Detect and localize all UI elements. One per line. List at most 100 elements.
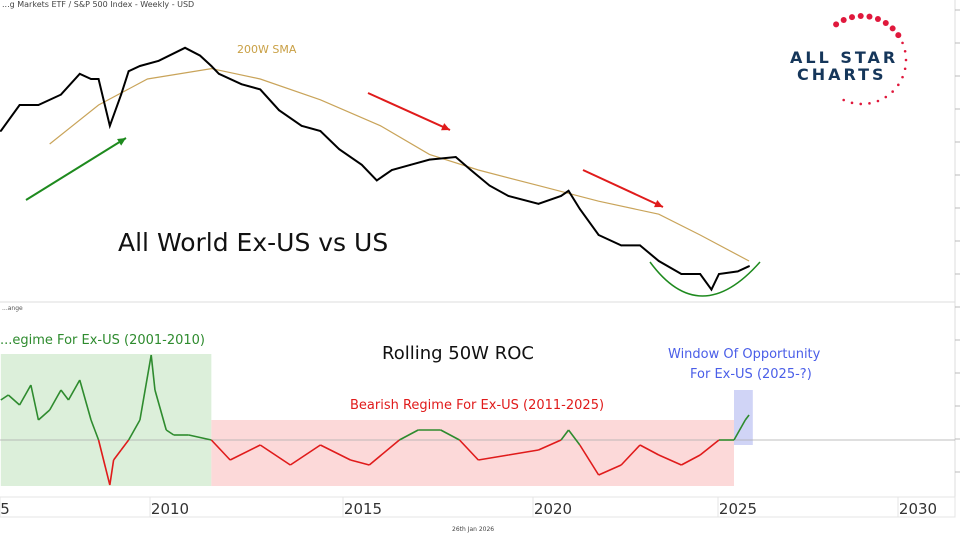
- roc-segment: [109, 459, 115, 486]
- roc-segment: [48, 389, 62, 411]
- price-point: [300, 124, 303, 127]
- roc-segment: [229, 444, 261, 461]
- price-point: [736, 270, 739, 273]
- window-label-line1: Window Of Opportunity: [668, 347, 821, 362]
- logo-star-icon: [876, 99, 880, 103]
- price-point: [360, 163, 363, 166]
- logo-star-icon: [903, 49, 907, 53]
- logo-star-icon: [857, 13, 864, 20]
- panel-label: ...ange: [2, 305, 23, 312]
- roc-segment: [7, 394, 21, 406]
- price-point: [199, 54, 201, 57]
- roc-segment: [90, 419, 100, 441]
- roc-segment: [60, 389, 70, 401]
- roc-segment: [478, 454, 509, 461]
- downtrend-arrow-2: [582, 169, 664, 208]
- price-point: [597, 234, 600, 236]
- price-point: [120, 93, 123, 96]
- roc-segment: [188, 434, 212, 441]
- price-point: [390, 169, 393, 171]
- price-point: [560, 195, 562, 197]
- roc-segment: [0, 394, 9, 401]
- uptrend-arrow-head: [117, 138, 126, 146]
- roc-segment: [458, 439, 479, 461]
- date-label: 26th Jan 2026: [452, 526, 495, 533]
- logo-star-icon: [904, 58, 908, 62]
- x-tick-label: 2030: [899, 500, 937, 518]
- x-tick-label: 2015: [344, 500, 382, 518]
- price-point: [37, 104, 40, 106]
- logo-star-icon: [874, 15, 881, 22]
- roc-segment: [620, 444, 641, 466]
- logo-star-icon: [868, 102, 871, 105]
- logo-star-icon: [859, 102, 863, 106]
- roc-segment: [658, 454, 682, 466]
- roc-segment: [350, 459, 370, 466]
- price-point: [184, 46, 186, 49]
- logo-star-icon: [840, 16, 847, 23]
- roc-segment: [368, 439, 400, 466]
- logo-star-icon: [891, 90, 894, 93]
- roc-title: Rolling 50W ROC: [382, 343, 534, 364]
- logo-star-icon: [901, 75, 904, 79]
- price-point: [210, 65, 213, 67]
- window-label-line2: For Ex-US (2025-?): [690, 367, 812, 382]
- price-point: [657, 260, 660, 262]
- price-point: [537, 202, 540, 205]
- roc-segment: [733, 419, 746, 441]
- price-point: [18, 104, 21, 106]
- logo-star-icon: [850, 101, 854, 105]
- price-point: [259, 88, 262, 91]
- roc-segment: [598, 464, 622, 476]
- price-point: [97, 78, 100, 80]
- roc-segment: [120, 439, 130, 451]
- logo-star-icon: [882, 19, 889, 26]
- roc-segment: [508, 449, 539, 456]
- price-point: [718, 273, 720, 275]
- price-point: [454, 156, 457, 158]
- logo-star-icon: [849, 14, 856, 21]
- x-tick-label: 2010: [151, 500, 189, 518]
- roc-segment: [165, 429, 175, 436]
- roc-segment: [744, 414, 750, 421]
- x-tick-label: 2025: [719, 500, 757, 518]
- roc-segment: [639, 444, 660, 456]
- sma-label: 200W SMA: [237, 43, 297, 56]
- series-sma-line: [49, 67, 750, 262]
- price-point: [108, 124, 111, 127]
- roc-segment: [320, 444, 351, 461]
- logo-star-icon: [833, 21, 840, 28]
- roc-segment: [680, 454, 701, 466]
- bearish-regime-label: Bearish Regime For Ex-US (2011-2025): [350, 398, 605, 413]
- chart-header-title: ...g Markets ETF / S&P 500 Index - Weekl…: [2, 0, 195, 9]
- logo-line1: ALL STAR: [790, 48, 899, 67]
- price-point: [157, 59, 160, 62]
- x-tick-label: 5: [0, 500, 10, 518]
- price-point: [375, 179, 378, 182]
- price-point: [507, 195, 510, 197]
- uptrend-arrow: [25, 137, 127, 201]
- roc-segment: [139, 354, 152, 421]
- price-point: [567, 189, 570, 192]
- price-point: [338, 148, 341, 151]
- roc-segment: [127, 419, 141, 441]
- price-point: [680, 273, 683, 275]
- price-point: [748, 265, 750, 268]
- roc-segment: [567, 429, 581, 446]
- downtrend-arrow-1-head: [441, 123, 450, 131]
- roc-segment: [78, 379, 92, 421]
- price-point: [319, 130, 322, 132]
- logo-star-icon: [842, 98, 845, 102]
- price-point: [127, 70, 130, 73]
- price-point: [488, 184, 491, 187]
- price-point: [217, 72, 220, 75]
- roc-segment: [150, 354, 156, 391]
- roc-segment: [699, 439, 720, 456]
- roc-segment: [579, 444, 600, 476]
- price-point: [90, 78, 92, 80]
- x-axis-band: [0, 496, 956, 518]
- roc-segment: [154, 389, 168, 431]
- roc-segment: [67, 379, 81, 401]
